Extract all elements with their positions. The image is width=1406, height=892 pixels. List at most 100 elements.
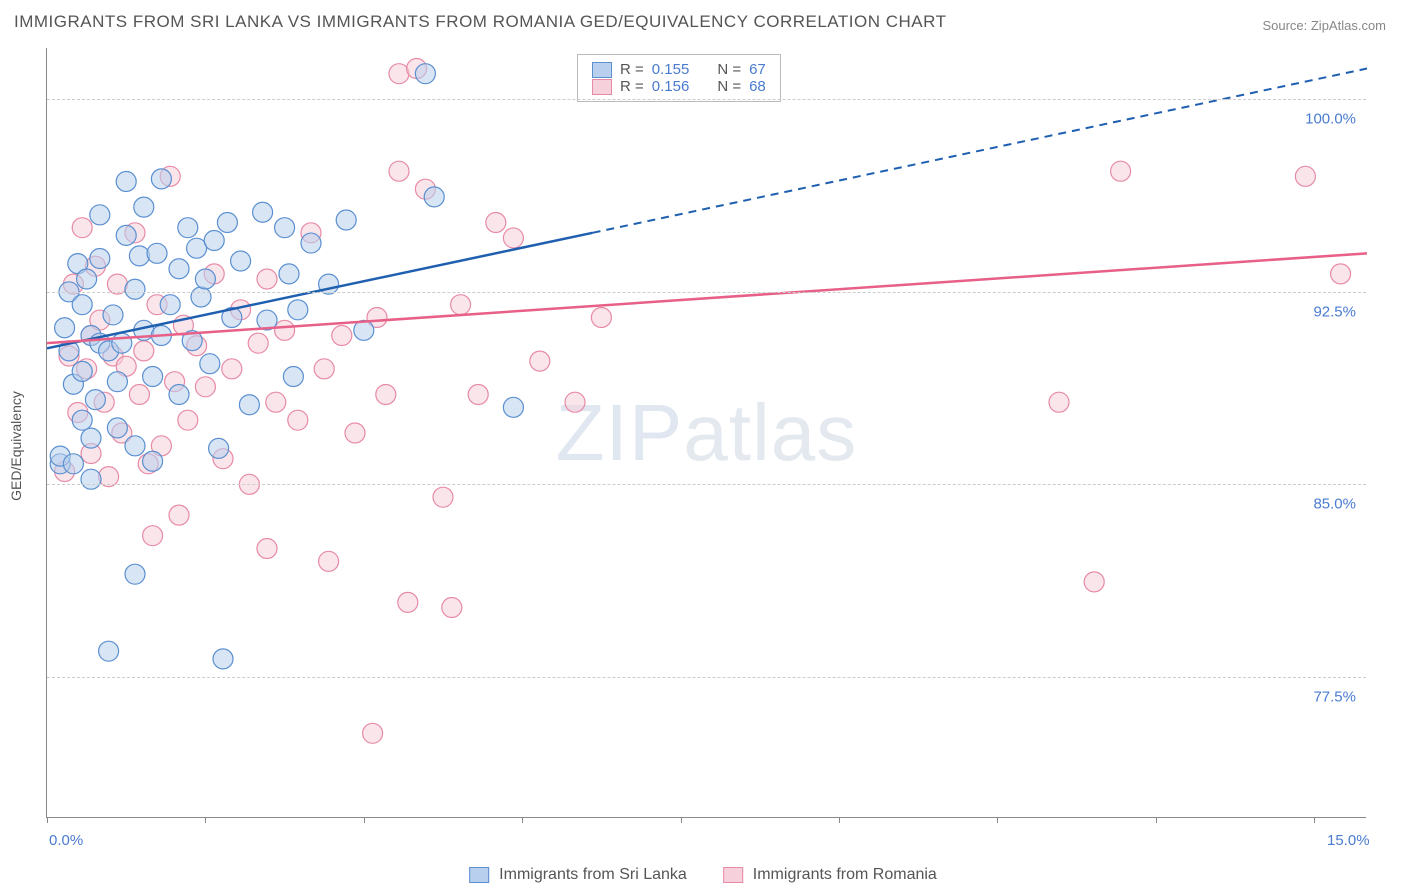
data-point bbox=[314, 359, 334, 379]
data-point bbox=[1295, 166, 1315, 186]
data-point bbox=[147, 243, 167, 263]
legend-row: R =0.156N =68 bbox=[592, 78, 766, 95]
data-point bbox=[129, 246, 149, 266]
bottom-legend-item: Immigrants from Romania bbox=[723, 866, 937, 884]
data-point bbox=[363, 723, 383, 743]
data-point bbox=[336, 210, 356, 230]
data-point bbox=[319, 551, 339, 571]
data-point bbox=[116, 225, 136, 245]
data-point bbox=[1111, 161, 1131, 181]
data-point bbox=[143, 451, 163, 471]
data-point bbox=[275, 218, 295, 238]
data-point bbox=[217, 213, 237, 233]
y-tick-label: 85.0% bbox=[1313, 496, 1356, 513]
data-point bbox=[143, 367, 163, 387]
data-point bbox=[257, 539, 277, 559]
y-axis-label: GED/Equivalency bbox=[8, 391, 24, 501]
legend-n-value: 68 bbox=[749, 78, 766, 95]
data-point bbox=[107, 372, 127, 392]
data-point bbox=[85, 390, 105, 410]
x-tick-label: 0.0% bbox=[49, 832, 83, 849]
x-tick bbox=[364, 817, 365, 823]
data-point bbox=[424, 187, 444, 207]
data-point bbox=[99, 641, 119, 661]
x-tick bbox=[522, 817, 523, 823]
data-point bbox=[398, 592, 418, 612]
data-point bbox=[143, 526, 163, 546]
data-point bbox=[134, 341, 154, 361]
legend-r-value: 0.156 bbox=[652, 78, 690, 95]
legend-r-label: R = bbox=[620, 61, 644, 78]
data-point bbox=[151, 169, 171, 189]
data-point bbox=[77, 269, 97, 289]
legend-swatch bbox=[723, 867, 743, 883]
x-tick bbox=[205, 817, 206, 823]
gridline bbox=[47, 99, 1366, 100]
data-point bbox=[468, 385, 488, 405]
data-point bbox=[565, 392, 585, 412]
y-tick-label: 77.5% bbox=[1313, 688, 1356, 705]
x-tick bbox=[997, 817, 998, 823]
data-point bbox=[125, 564, 145, 584]
data-point bbox=[1331, 264, 1351, 284]
legend-swatch bbox=[592, 79, 612, 95]
data-point bbox=[103, 305, 123, 325]
legend-row: R = 0.155 N = 67 bbox=[592, 61, 766, 78]
data-point bbox=[503, 228, 523, 248]
x-tick bbox=[1156, 817, 1157, 823]
data-point bbox=[389, 161, 409, 181]
data-point bbox=[160, 295, 180, 315]
legend-n-value: 67 bbox=[749, 61, 766, 78]
data-point bbox=[486, 213, 506, 233]
data-point bbox=[283, 367, 303, 387]
legend-r-value: 0.155 bbox=[652, 61, 690, 78]
data-point bbox=[112, 333, 132, 353]
x-tick bbox=[839, 817, 840, 823]
data-point bbox=[72, 361, 92, 381]
data-point bbox=[231, 251, 251, 271]
data-point bbox=[72, 218, 92, 238]
gridline bbox=[47, 484, 1366, 485]
data-point bbox=[55, 318, 75, 338]
data-point bbox=[72, 410, 92, 430]
data-point bbox=[63, 454, 83, 474]
data-point bbox=[389, 64, 409, 84]
y-tick-label: 100.0% bbox=[1305, 111, 1356, 128]
series-name: Immigrants from Sri Lanka bbox=[499, 866, 687, 884]
data-point bbox=[81, 469, 101, 489]
data-point bbox=[178, 218, 198, 238]
legend-n-label: N = bbox=[717, 61, 741, 78]
legend-swatch bbox=[592, 62, 612, 78]
data-point bbox=[503, 397, 523, 417]
data-point bbox=[204, 231, 224, 251]
data-point bbox=[442, 598, 462, 618]
data-point bbox=[239, 395, 259, 415]
data-point bbox=[275, 320, 295, 340]
data-point bbox=[195, 269, 215, 289]
data-point bbox=[288, 300, 308, 320]
x-tick-label: 15.0% bbox=[1327, 832, 1370, 849]
data-point bbox=[169, 259, 189, 279]
data-point bbox=[125, 279, 145, 299]
data-point bbox=[332, 325, 352, 345]
legend-swatch bbox=[469, 867, 489, 883]
plot-area: ZIPatlas R =0.155N =67R =0.156N =68 77.5… bbox=[46, 48, 1366, 818]
data-point bbox=[1049, 392, 1069, 412]
data-point bbox=[248, 333, 268, 353]
data-point bbox=[345, 423, 365, 443]
data-point bbox=[433, 487, 453, 507]
data-point bbox=[178, 410, 198, 430]
x-tick bbox=[1314, 817, 1315, 823]
data-point bbox=[415, 64, 435, 84]
data-point bbox=[187, 238, 207, 258]
chart-title: IMMIGRANTS FROM SRI LANKA VS IMMIGRANTS … bbox=[14, 12, 946, 32]
data-point bbox=[253, 202, 273, 222]
gridline bbox=[47, 677, 1366, 678]
data-point bbox=[591, 308, 611, 328]
data-point bbox=[530, 351, 550, 371]
data-point bbox=[209, 438, 229, 458]
data-point bbox=[90, 248, 110, 268]
y-tick-label: 92.5% bbox=[1313, 303, 1356, 320]
data-point bbox=[125, 436, 145, 456]
data-point bbox=[169, 505, 189, 525]
